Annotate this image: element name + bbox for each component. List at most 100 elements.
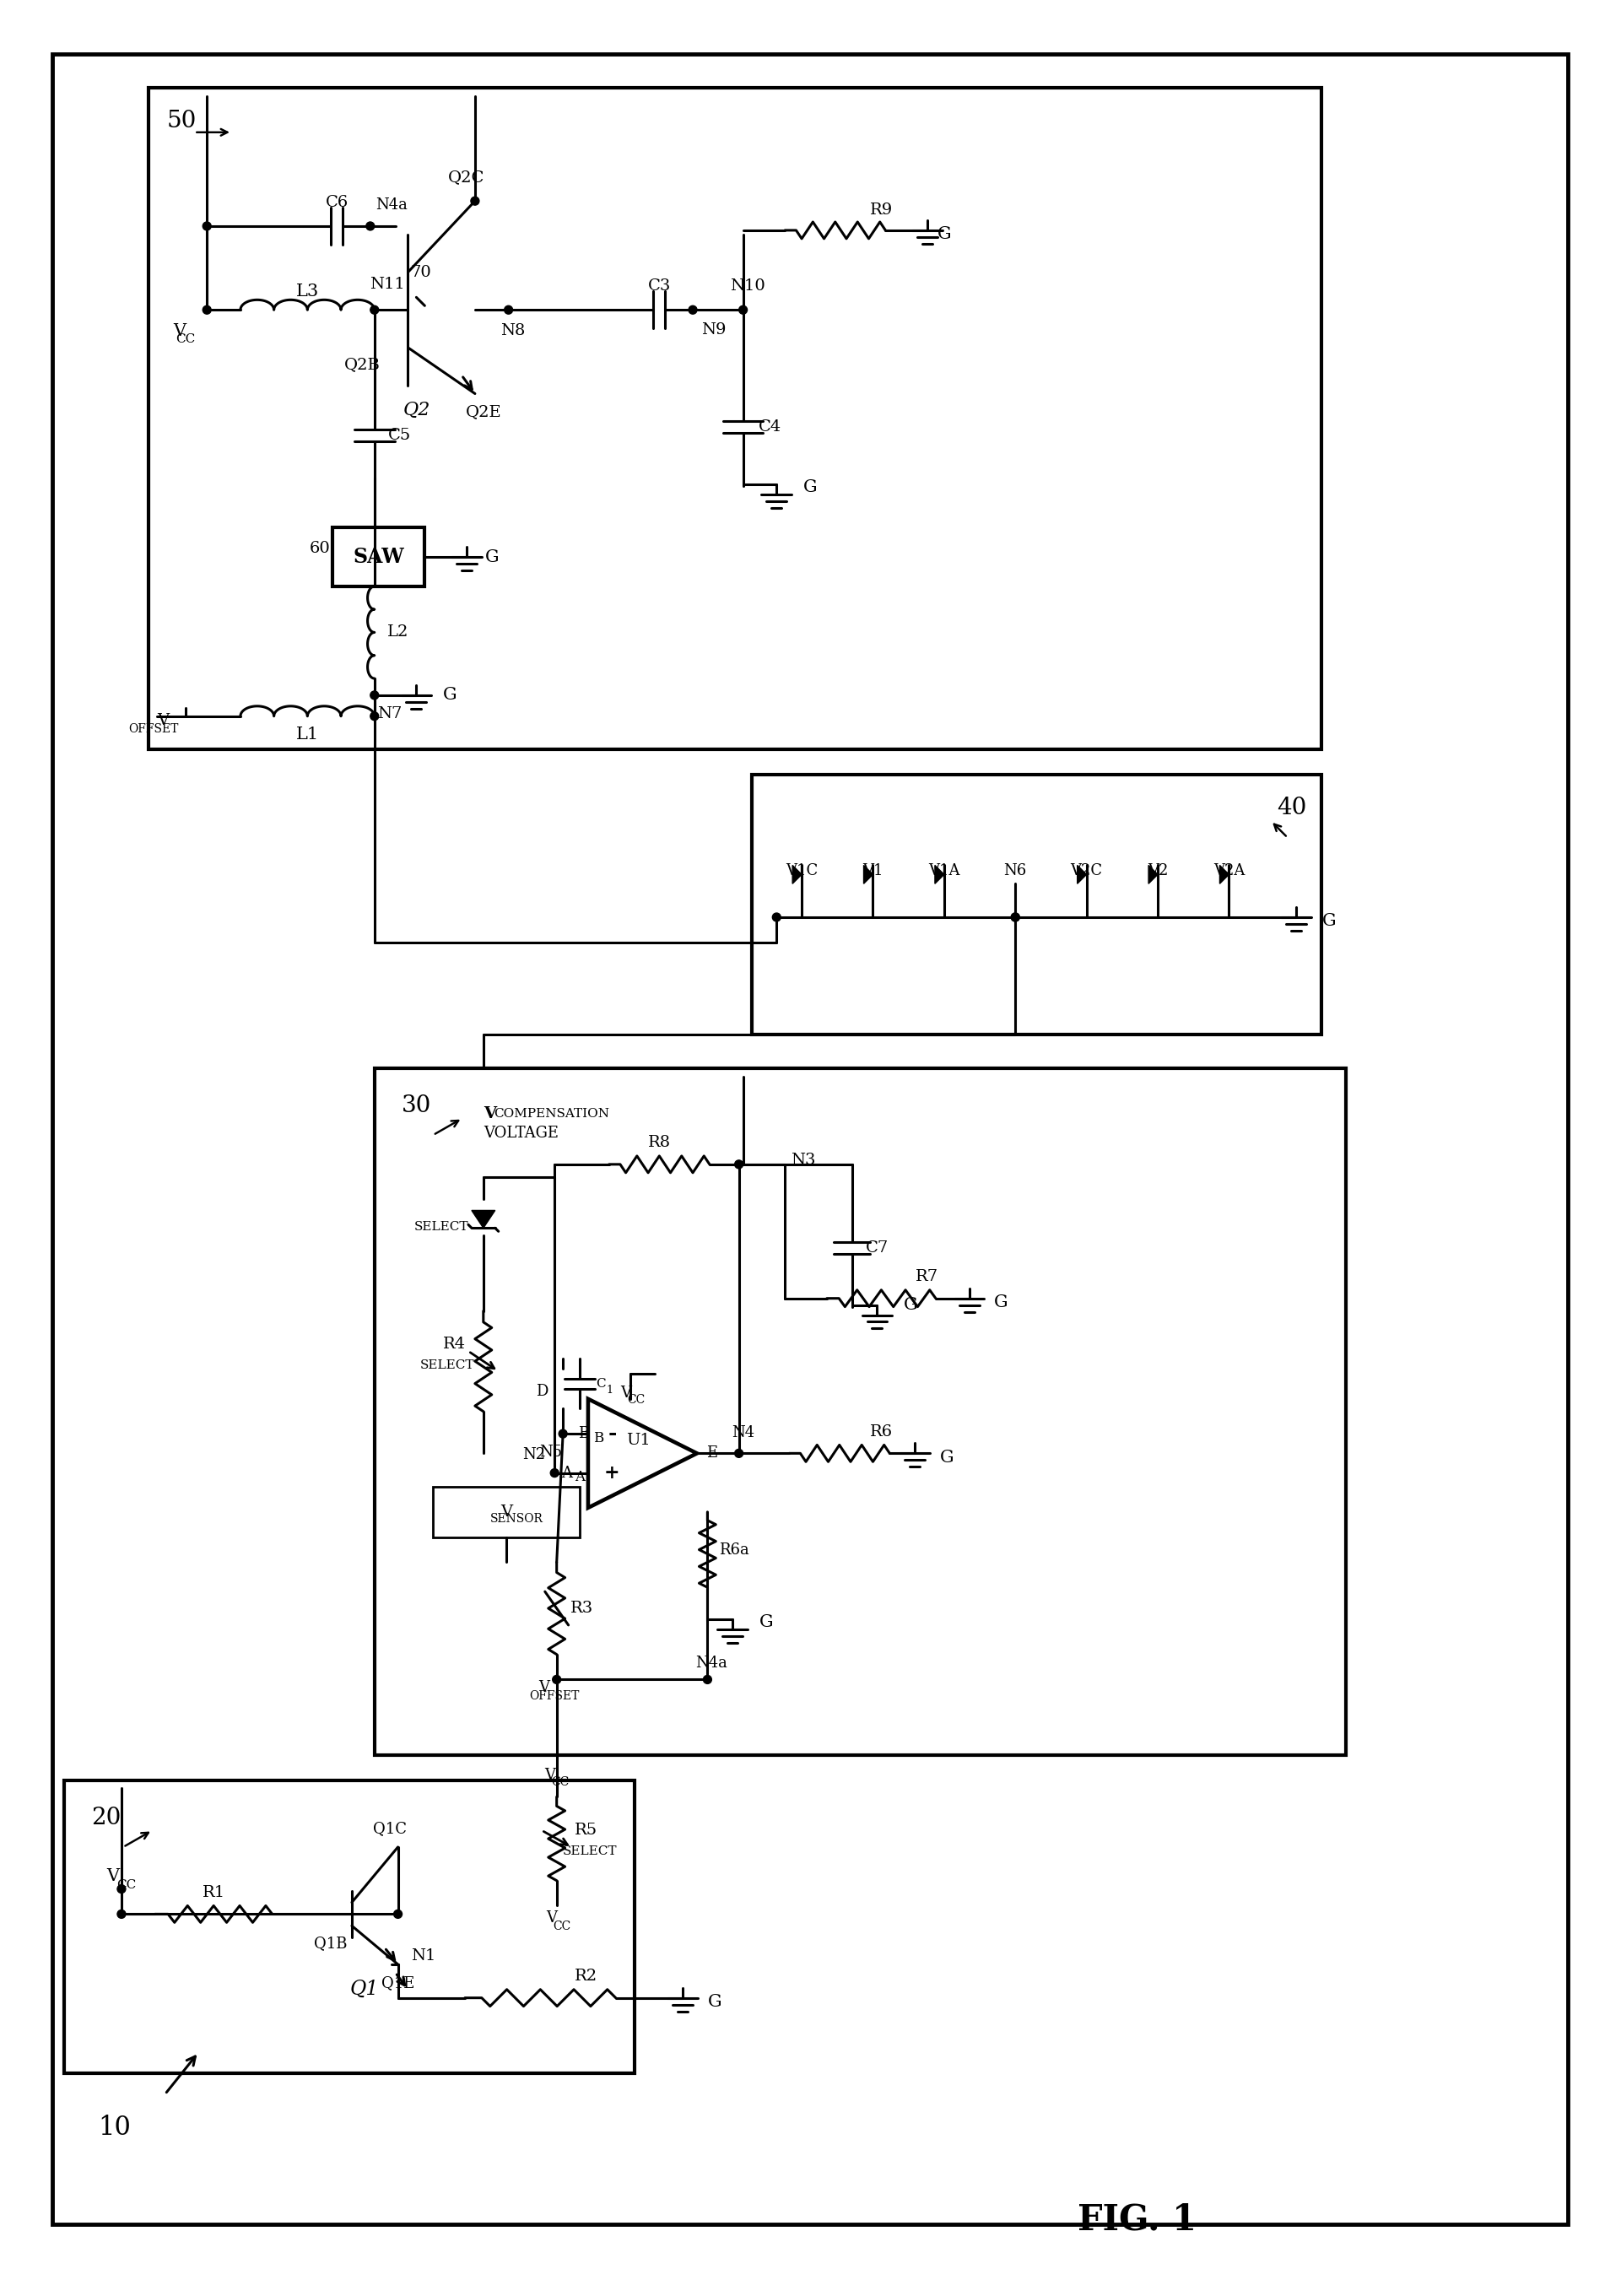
Text: V: V — [173, 324, 186, 340]
Text: N9: N9 — [702, 321, 726, 338]
Text: 20: 20 — [91, 1807, 122, 1830]
Text: G: G — [485, 549, 499, 565]
Text: R4: R4 — [443, 1336, 465, 1352]
Text: V: V — [157, 712, 169, 728]
Text: L2: L2 — [387, 625, 408, 641]
Text: Q1: Q1 — [350, 1979, 379, 2000]
Text: V: V — [621, 1387, 631, 1401]
Text: 10: 10 — [99, 2115, 131, 2140]
Text: V1A: V1A — [929, 863, 960, 879]
Text: L3: L3 — [297, 282, 319, 298]
Text: SELECT: SELECT — [420, 1359, 475, 1371]
Circle shape — [553, 1676, 561, 1683]
Text: V: V — [538, 1681, 550, 1694]
Text: C7: C7 — [866, 1240, 888, 1256]
Text: CC: CC — [175, 333, 195, 344]
Bar — [374, 1068, 1345, 1754]
Text: V2A: V2A — [1213, 863, 1245, 879]
Text: G: G — [707, 1993, 721, 2009]
Polygon shape — [935, 866, 943, 884]
Text: VOLTAGE: VOLTAGE — [483, 1125, 559, 1141]
Text: Q2C: Q2C — [449, 170, 485, 186]
Circle shape — [117, 1910, 126, 1917]
Text: 70: 70 — [410, 264, 431, 280]
Circle shape — [203, 223, 211, 230]
Text: N7: N7 — [378, 707, 402, 721]
Text: 1: 1 — [606, 1384, 613, 1396]
Circle shape — [117, 1885, 126, 1894]
Bar — [433, 1488, 580, 1536]
Circle shape — [1012, 914, 1020, 921]
Text: C3: C3 — [648, 278, 671, 294]
Text: G: G — [940, 1449, 953, 1465]
Text: G: G — [1323, 914, 1336, 930]
Text: N5: N5 — [538, 1444, 562, 1460]
Text: G: G — [903, 1297, 917, 1313]
Circle shape — [559, 1430, 567, 1437]
Text: V1C: V1C — [786, 863, 819, 879]
Text: CC: CC — [553, 1922, 571, 1933]
Bar — [65, 1779, 634, 2073]
Text: 50: 50 — [167, 110, 196, 133]
Circle shape — [1012, 914, 1020, 921]
Text: CC: CC — [627, 1394, 645, 1405]
Text: N3: N3 — [791, 1153, 815, 1169]
Text: SENSOR: SENSOR — [490, 1513, 543, 1525]
Circle shape — [470, 197, 480, 204]
Polygon shape — [1078, 866, 1086, 884]
Text: N6: N6 — [1003, 863, 1026, 879]
Text: 40: 40 — [1277, 797, 1307, 820]
Text: R8: R8 — [648, 1134, 671, 1150]
Text: B: B — [579, 1426, 590, 1442]
Text: R2: R2 — [575, 1968, 598, 1984]
Text: OFFSET: OFFSET — [128, 723, 178, 735]
Text: N4a: N4a — [374, 197, 407, 214]
Text: V2: V2 — [1148, 863, 1169, 879]
Text: C4: C4 — [759, 420, 781, 434]
Text: R5: R5 — [574, 1823, 598, 1837]
Text: N11: N11 — [370, 278, 405, 292]
Text: V: V — [483, 1107, 496, 1123]
Text: SELECT: SELECT — [415, 1221, 468, 1233]
Text: C5: C5 — [387, 427, 412, 443]
Text: N1: N1 — [410, 1949, 436, 1963]
Bar — [332, 528, 425, 585]
Polygon shape — [1219, 866, 1229, 884]
Text: V: V — [545, 1768, 556, 1782]
Circle shape — [704, 1676, 712, 1683]
Circle shape — [203, 305, 211, 315]
Polygon shape — [864, 866, 874, 884]
Text: SELECT: SELECT — [562, 1846, 618, 1857]
Text: Q1E: Q1E — [381, 1975, 415, 1991]
Text: Q2: Q2 — [402, 402, 430, 420]
Circle shape — [370, 691, 379, 700]
Text: V1: V1 — [862, 863, 883, 879]
Text: R6a: R6a — [720, 1543, 749, 1557]
Text: N10: N10 — [729, 278, 765, 294]
Text: COMPENSATION: COMPENSATION — [493, 1109, 609, 1120]
Polygon shape — [472, 1210, 494, 1228]
Text: V: V — [107, 1869, 120, 1885]
Bar — [752, 774, 1321, 1035]
Circle shape — [551, 1469, 559, 1476]
Text: CC: CC — [117, 1878, 136, 1890]
Text: N8: N8 — [501, 324, 525, 338]
Text: R9: R9 — [870, 202, 893, 218]
Text: R1: R1 — [203, 1885, 225, 1899]
Text: C: C — [597, 1378, 606, 1389]
Text: V: V — [501, 1504, 512, 1520]
Polygon shape — [793, 866, 802, 884]
Text: G: G — [759, 1614, 773, 1630]
Text: V2C: V2C — [1070, 863, 1102, 879]
Text: L1: L1 — [297, 726, 319, 742]
Circle shape — [734, 1159, 742, 1169]
Text: D: D — [537, 1384, 548, 1401]
Text: -: - — [608, 1424, 616, 1444]
Text: R7: R7 — [916, 1270, 939, 1283]
Text: FIG. 1: FIG. 1 — [1078, 2202, 1196, 2239]
Text: SAW: SAW — [353, 546, 404, 567]
Polygon shape — [1149, 866, 1157, 884]
Text: R6: R6 — [870, 1424, 893, 1440]
Circle shape — [772, 914, 781, 921]
Text: G: G — [802, 480, 817, 496]
